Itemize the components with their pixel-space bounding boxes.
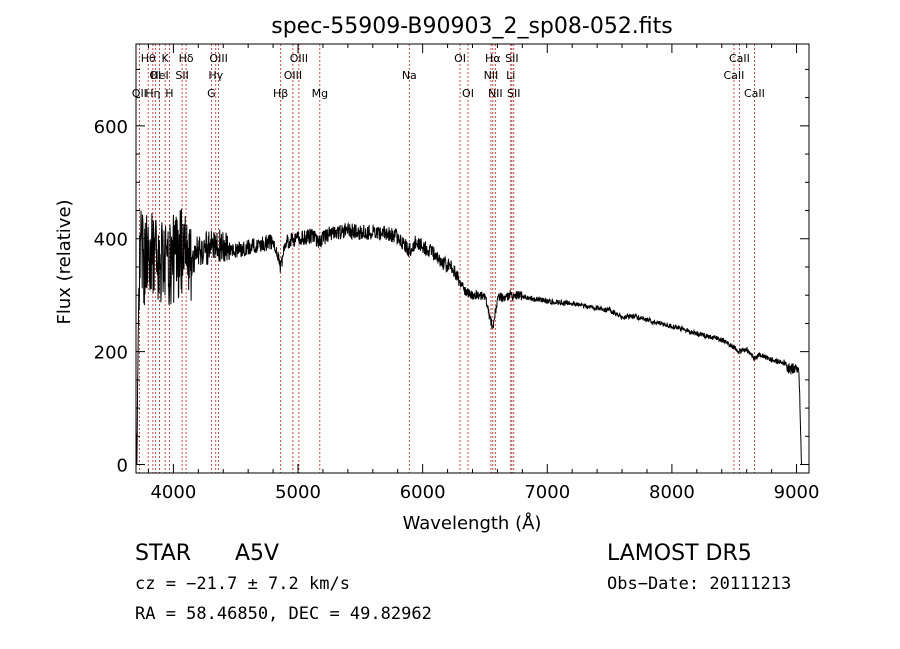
observation-date: Obs−Date: 20111213 (607, 574, 792, 594)
line-label: Hα (485, 52, 501, 65)
x-tick-label: 5000 (275, 482, 321, 503)
line-label: NII (488, 87, 503, 100)
line-label: OI (149, 69, 161, 82)
coordinates: RA = 58.46850, DEC = 49.82962 (135, 604, 432, 624)
y-axis-ticks: 0 200 400 600 (94, 68, 809, 477)
y-tick-label: 200 (94, 343, 128, 364)
y-tick-label: 600 (94, 117, 128, 138)
line-label: Hη (145, 87, 160, 100)
redshift-value: cz = −21.7 ± 7.2 km/s (135, 574, 350, 594)
line-label: OIII (290, 52, 308, 65)
line-label: CaII (729, 52, 750, 65)
line-label: SII (507, 87, 520, 100)
y-axis-label: Flux (relative) (54, 199, 75, 324)
chart-title: spec-55909-B90903_2_sp08-052.fits (271, 14, 673, 39)
line-label: CaII (724, 69, 745, 82)
x-tick-label: 9000 (774, 482, 820, 503)
line-label: Li (506, 69, 515, 82)
line-label: Hθ (141, 52, 156, 65)
spectral-subclass: A5V (235, 541, 280, 566)
object-class: STAR (135, 541, 192, 566)
survey-name: LAMOST DR5 (607, 541, 752, 566)
line-label: H (165, 87, 173, 100)
plot-frame (135, 43, 810, 474)
x-axis-label: Wavelength (Å) (403, 512, 542, 534)
x-tick-label: 6000 (400, 482, 446, 503)
spectrum-line (135, 208, 802, 465)
line-label: K (162, 52, 170, 65)
x-tick-label: 8000 (649, 482, 695, 503)
line-label: OI (462, 87, 474, 100)
line-label: SII (175, 69, 188, 82)
line-label: Mg (312, 87, 328, 100)
line-label: Na (402, 69, 417, 82)
line-label: Hγ (208, 69, 223, 82)
line-label: OIII (284, 69, 302, 82)
line-label: OI (454, 52, 466, 65)
x-axis-ticks: 4000 5000 6000 7000 8000 9000 (147, 44, 820, 503)
line-label: HeI (150, 69, 168, 82)
line-label: OIII (209, 52, 227, 65)
line-label: G (207, 87, 216, 100)
y-tick-label: 0 (117, 456, 128, 477)
x-tick-label: 4000 (150, 482, 196, 503)
spectral-line-markers (138, 44, 755, 473)
line-label: NII (484, 69, 499, 82)
y-tick-label: 400 (94, 230, 128, 251)
x-tick-label: 7000 (524, 482, 570, 503)
line-label: CaII (744, 87, 765, 100)
line-label: SII (505, 52, 518, 65)
line-label: Hδ (179, 52, 194, 65)
line-label: Hβ (273, 87, 288, 100)
